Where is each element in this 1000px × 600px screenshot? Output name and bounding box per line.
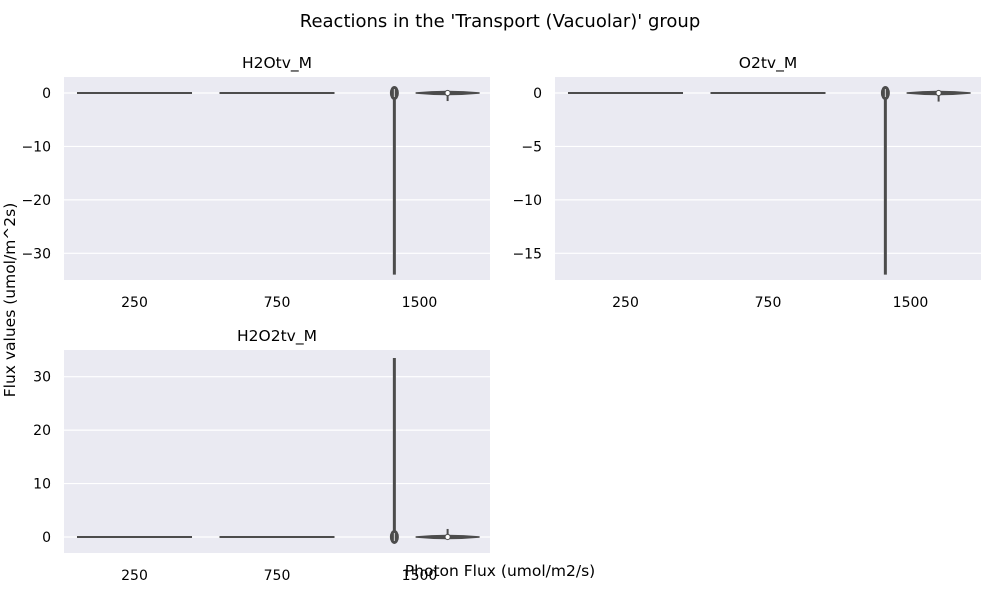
plot-background [64,350,490,553]
violin-median [936,90,941,95]
violin-median [445,534,450,539]
y-tick-label: −15 [512,246,542,262]
x-tick-label: 1500 [402,295,438,311]
y-tick-label: −10 [21,139,51,155]
panel-h2o2tv-m: 0 10 20 30 250 750 1500 H2O2tv_M [33,327,490,584]
y-tick-label: 0 [42,86,51,102]
x-tick-label: 750 [755,295,782,311]
x-tick-label: 750 [264,568,291,584]
y-tick-label: 20 [33,423,51,439]
y-tick-label: −10 [512,193,542,209]
x-tick-label: 1500 [402,568,438,584]
panel-title: O2tv_M [739,54,797,73]
y-tick-label: 30 [33,370,51,386]
y-tick-label: −30 [21,246,51,262]
x-tick-label: 250 [121,295,148,311]
y-tick-label: 10 [33,477,51,493]
y-tick-label: −20 [21,193,51,209]
y-tick-label: 0 [42,530,51,546]
panel-title: H2Otv_M [242,54,312,73]
chart-title: Reactions in the 'Transport (Vacuolar)' … [300,11,701,32]
x-tick-label: 1500 [893,295,929,311]
panel-o2tv-m: 0 −5 −10 −15 250 750 1500 O2tv_M [512,54,981,311]
plot-background [555,77,981,280]
y-axis-label: Flux values (umol/m^2s) [1,203,19,398]
panel-title: H2O2tv_M [237,327,317,346]
panel-h2otv-m: 0 −10 −20 −30 250 750 1500 H2Otv_M [21,54,490,311]
plot-background [64,77,490,280]
x-tick-label: 250 [121,568,148,584]
y-tick-label: −5 [521,139,542,155]
x-tick-label: 250 [612,295,639,311]
y-tick-label: 0 [533,86,542,102]
x-tick-label: 750 [264,295,291,311]
violin-median [445,90,450,95]
